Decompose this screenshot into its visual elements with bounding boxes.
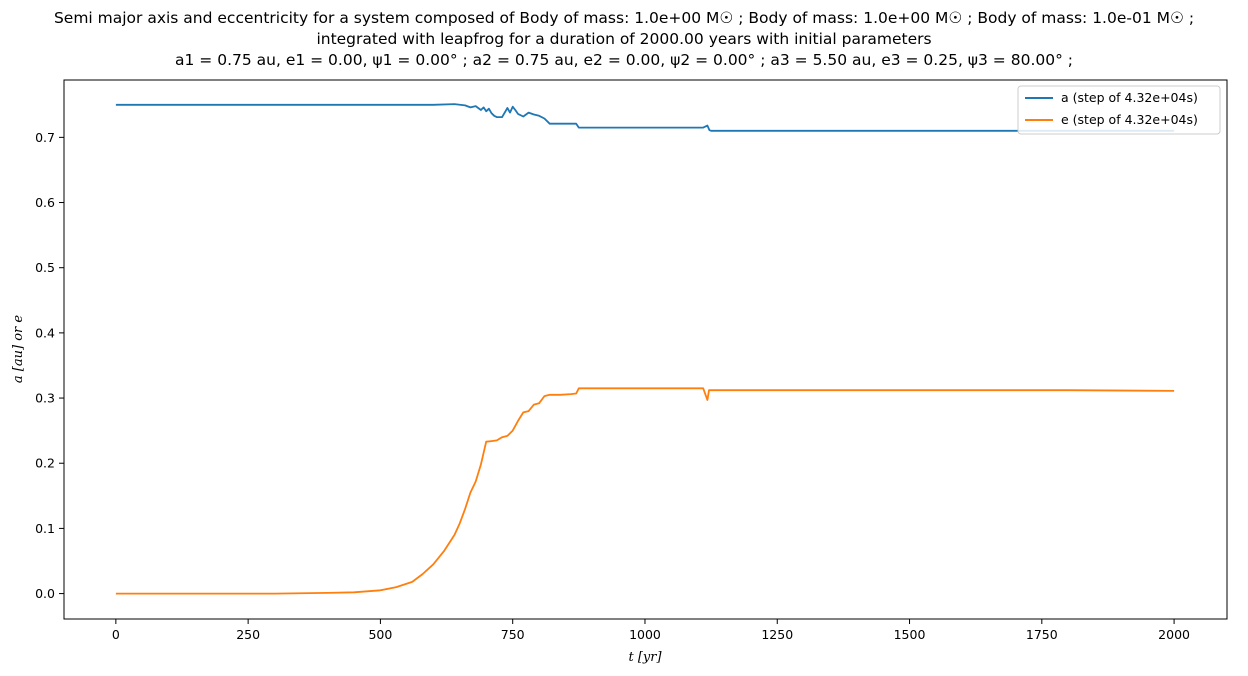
x-axis-label: t [yr] — [628, 650, 662, 665]
x-tick-label: 2000 — [1158, 627, 1190, 642]
series-line-a — [115, 103, 1175, 132]
chart-title-line-3: a1 = 0.75 au, e1 = 0.00, ψ1 = 0.00° ; a2… — [175, 51, 1073, 69]
y-tick-label: 0.7 — [35, 130, 55, 145]
legend: a (step of 4.32e+04s) e (step of 4.32e+0… — [1017, 85, 1221, 135]
plot-lines — [115, 103, 1175, 595]
y-tick-label: 0.3 — [35, 391, 55, 406]
x-tick-label: 250 — [236, 627, 260, 642]
x-tick-label: 750 — [501, 627, 525, 642]
x-tick-label: 1000 — [629, 627, 661, 642]
legend-box — [1017, 85, 1221, 135]
x-tick-label: 0 — [112, 627, 120, 642]
y-tick-label: 0.4 — [35, 325, 55, 340]
y-axis-label: a [au] or e — [11, 315, 26, 383]
chart-title-line-2: integrated with leapfrog for a duration … — [316, 30, 932, 48]
legend-label-a: a (step of 4.32e+04s) — [1061, 90, 1198, 105]
y-tick-label: 0.0 — [35, 586, 55, 601]
x-tick-label: 1500 — [894, 627, 926, 642]
x-tick-label: 500 — [368, 627, 392, 642]
chart-title: Semi major axis and eccentricity for a s… — [0, 8, 1248, 71]
x-tick-label: 1750 — [1026, 627, 1058, 642]
series-line-e — [115, 387, 1175, 595]
chart-title-line-1: Semi major axis and eccentricity for a s… — [53, 9, 1195, 27]
x-axis-ticks: 0 250 500 750 1000 1250 1500 1750 2000 — [112, 619, 1190, 642]
y-tick-label: 0.1 — [35, 521, 55, 536]
legend-label-e: e (step of 4.32e+04s) — [1061, 112, 1198, 127]
y-tick-label: 0.6 — [35, 195, 55, 210]
x-tick-label: 1250 — [761, 627, 793, 642]
y-tick-label: 0.2 — [35, 456, 55, 471]
y-tick-label: 0.5 — [35, 260, 55, 275]
axes-frame — [63, 79, 1228, 620]
y-axis-ticks: 0.0 0.1 0.2 0.3 0.4 0.5 0.6 0.7 — [35, 130, 64, 601]
